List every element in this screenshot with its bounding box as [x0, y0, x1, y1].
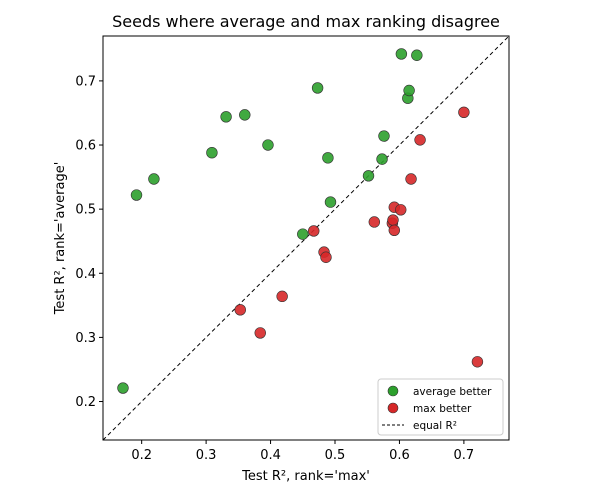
point-max-better: [320, 251, 332, 263]
point-average-better: [130, 189, 143, 201]
point-average-better: [362, 170, 375, 182]
point-average-better: [322, 152, 334, 164]
x-tick-label: 0.7: [454, 448, 475, 463]
x-axis-label: Test R², rank='max': [241, 469, 370, 484]
point-max-better: [308, 225, 320, 237]
legend-marker-max-better: [387, 402, 399, 414]
x-tick-label: 0.3: [196, 448, 217, 463]
x-tick-label: 0.2: [131, 448, 152, 463]
point-max-better: [471, 356, 484, 368]
x-tick-label: 0.5: [325, 448, 346, 463]
point-average-better: [403, 84, 415, 97]
y-tick-label: 0.2: [75, 395, 96, 410]
x-axis-ticks: 0.2 0.3 0.4 0.5 0.6 0.7: [131, 440, 474, 463]
equal-r2-line: [103, 36, 509, 440]
chart-title: Seeds where average and max ranking disa…: [112, 12, 500, 31]
legend-label-max-better: max better: [413, 403, 472, 415]
plot-frame: [102, 35, 510, 441]
legend-label-equal-line: equal R²: [413, 420, 457, 432]
reference-layer: [103, 36, 509, 440]
point-max-better: [405, 173, 417, 185]
y-tick-label: 0.5: [75, 203, 96, 218]
y-tick-label: 0.7: [75, 74, 96, 89]
x-tick-label: 0.6: [389, 448, 410, 463]
legend: average better max better equal R²: [377, 378, 504, 436]
point-max-better: [234, 304, 246, 316]
point-max-better: [276, 290, 288, 303]
point-max-better: [387, 214, 399, 226]
point-max-better: [368, 216, 381, 228]
legend-box: [377, 378, 504, 436]
point-average-better: [262, 139, 274, 151]
point-average-better: [378, 130, 390, 142]
y-tick-label: 0.4: [75, 267, 96, 282]
point-average-better: [206, 147, 218, 159]
legend-label-average-better: average better: [413, 386, 492, 398]
point-average-better: [395, 48, 408, 60]
point-average-better: [311, 82, 324, 94]
point-average-better: [324, 196, 337, 208]
points-layer: [117, 48, 484, 394]
legend-marker-average-better: [387, 385, 399, 397]
point-max-better: [395, 204, 407, 216]
point-max-better: [388, 224, 400, 237]
point-average-better: [411, 49, 423, 61]
point-average-better: [239, 109, 251, 121]
point-average-better: [148, 173, 160, 185]
point-average-better: [376, 153, 388, 165]
point-max-better: [414, 134, 426, 146]
y-tick-label: 0.3: [75, 331, 96, 346]
x-tick-label: 0.4: [260, 448, 281, 463]
point-max-better: [254, 327, 266, 339]
y-axis-label: Test R², rank='average': [53, 162, 68, 316]
y-tick-label: 0.6: [75, 139, 96, 154]
point-average-better: [220, 111, 232, 123]
y-axis-ticks: 0.2 0.3 0.4 0.5 0.6 0.7: [75, 74, 103, 410]
point-average-better: [297, 228, 309, 240]
point-average-better: [117, 382, 129, 394]
point-max-better: [458, 106, 470, 119]
